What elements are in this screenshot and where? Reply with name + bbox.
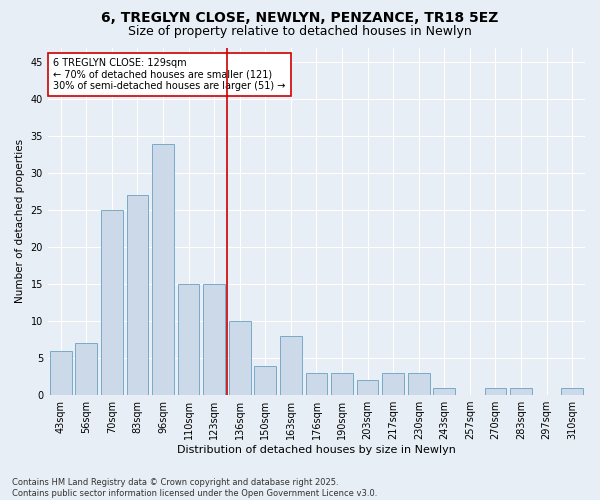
Text: 6, TREGLYN CLOSE, NEWLYN, PENZANCE, TR18 5EZ: 6, TREGLYN CLOSE, NEWLYN, PENZANCE, TR18… bbox=[101, 11, 499, 25]
Bar bbox=[229, 321, 251, 395]
Bar bbox=[510, 388, 532, 395]
Bar bbox=[178, 284, 199, 395]
Bar bbox=[485, 388, 506, 395]
Bar bbox=[357, 380, 379, 395]
Bar bbox=[127, 196, 148, 395]
Text: 6 TREGLYN CLOSE: 129sqm
← 70% of detached houses are smaller (121)
30% of semi-d: 6 TREGLYN CLOSE: 129sqm ← 70% of detache… bbox=[53, 58, 286, 91]
Bar bbox=[254, 366, 276, 395]
Bar bbox=[433, 388, 455, 395]
Bar bbox=[76, 344, 97, 395]
Bar bbox=[305, 373, 328, 395]
Bar bbox=[382, 373, 404, 395]
Bar bbox=[408, 373, 430, 395]
Bar bbox=[562, 388, 583, 395]
X-axis label: Distribution of detached houses by size in Newlyn: Distribution of detached houses by size … bbox=[177, 445, 456, 455]
Bar bbox=[331, 373, 353, 395]
Text: Size of property relative to detached houses in Newlyn: Size of property relative to detached ho… bbox=[128, 25, 472, 38]
Bar bbox=[50, 350, 71, 395]
Text: Contains HM Land Registry data © Crown copyright and database right 2025.
Contai: Contains HM Land Registry data © Crown c… bbox=[12, 478, 377, 498]
Bar bbox=[152, 144, 174, 395]
Y-axis label: Number of detached properties: Number of detached properties bbox=[15, 139, 25, 304]
Bar bbox=[101, 210, 123, 395]
Bar bbox=[203, 284, 225, 395]
Bar bbox=[280, 336, 302, 395]
